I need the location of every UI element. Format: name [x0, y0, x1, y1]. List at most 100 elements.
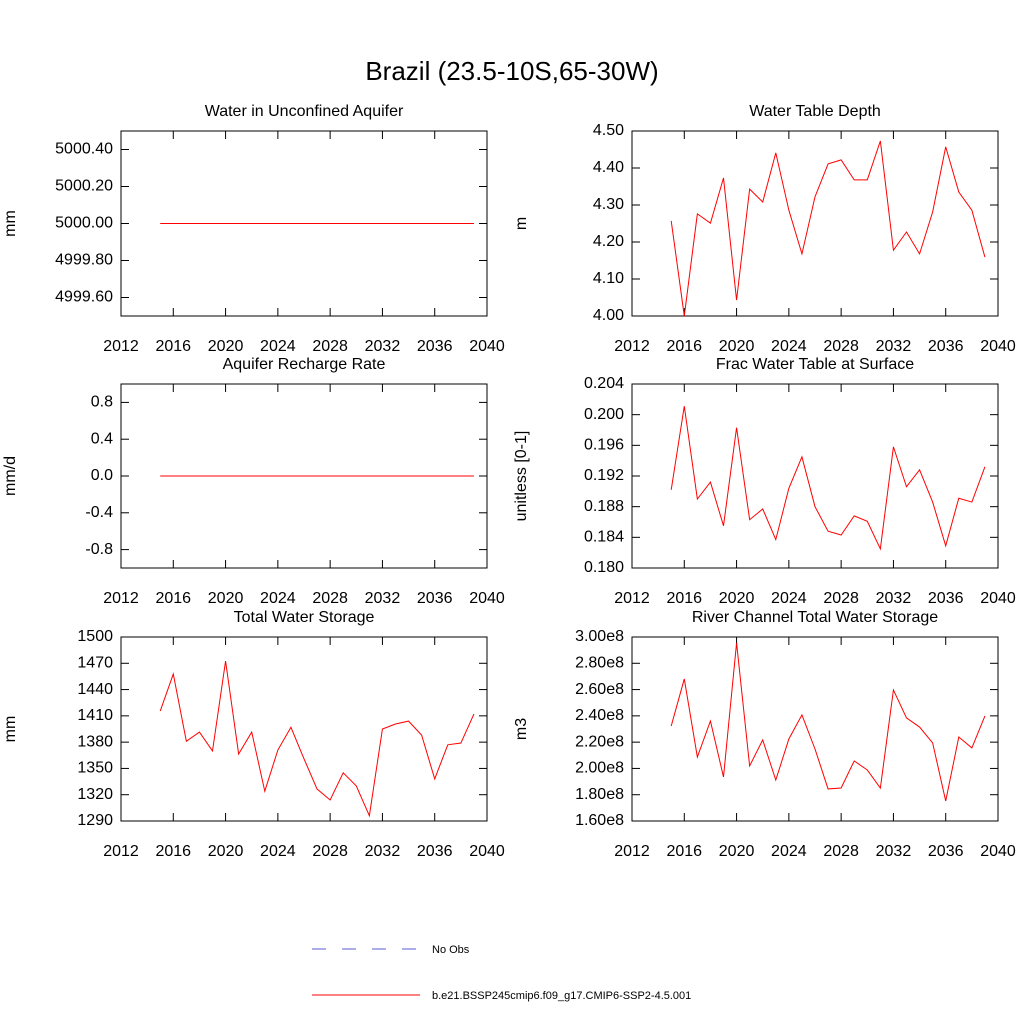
y-tick-label: 5000.20: [55, 178, 113, 195]
x-tick-label: 2020: [208, 843, 244, 860]
x-tick-label: 2032: [876, 338, 912, 355]
x-tick-label: 2024: [771, 590, 807, 607]
x-tick-label: 2012: [103, 843, 139, 860]
x-tick-label: 2012: [614, 843, 650, 860]
x-tick-label: 2032: [365, 590, 401, 607]
x-tick-label: 2040: [469, 590, 505, 607]
x-tick-label: 2032: [365, 338, 401, 355]
x-tick-label: 2032: [876, 843, 912, 860]
y-tick-label: 0.196: [584, 437, 624, 454]
legend-label: b.e21.BSSP245cmip6.f09_g17.CMIP6-SSP2-4.…: [432, 990, 691, 1002]
y-tick-label: 0.4: [91, 430, 113, 447]
y-tick-label: 2.40e8: [575, 707, 624, 724]
x-tick-label: 2020: [719, 590, 755, 607]
y-axis-label: m3: [513, 718, 530, 740]
x-tick-label: 2028: [312, 590, 348, 607]
y-tick-label: -0.8: [85, 541, 113, 558]
x-tick-label: 2020: [719, 843, 755, 860]
y-tick-label: 4999.80: [55, 252, 113, 269]
y-tick-label: 1350: [77, 760, 113, 777]
y-tick-label: 1440: [77, 681, 113, 698]
x-tick-label: 2028: [312, 843, 348, 860]
x-tick-label: 2028: [823, 338, 859, 355]
y-tick-label: 1320: [77, 786, 113, 803]
x-tick-label: 2036: [928, 843, 964, 860]
data-line: [670, 406, 986, 551]
y-tick-label: 0.184: [584, 529, 624, 546]
y-tick-label: 4.20: [593, 233, 624, 250]
chart-title: Water Table Depth: [749, 103, 881, 120]
y-tick-label: 2.20e8: [575, 733, 624, 750]
plot-frame: [631, 636, 999, 822]
y-tick-label: 4.30: [593, 196, 624, 213]
y-tick-label: 0.8: [91, 394, 113, 411]
chart-title: Aquifer Recharge Rate: [223, 356, 386, 373]
x-tick-label: 2036: [417, 590, 453, 607]
y-axis-label: mm: [2, 210, 19, 237]
y-axis-label: unitless [0-1]: [513, 431, 530, 522]
y-tick-label: 1380: [77, 733, 113, 750]
x-tick-label: 2012: [614, 590, 650, 607]
x-tick-label: 2016: [666, 338, 702, 355]
x-tick-label: 2016: [155, 338, 191, 355]
x-tick-label: 2028: [312, 338, 348, 355]
x-tick-label: 2032: [876, 590, 912, 607]
y-tick-label: 2.60e8: [575, 681, 624, 698]
y-tick-label: 1470: [77, 655, 113, 672]
y-tick-label: 5000.40: [55, 141, 113, 158]
y-axis-label: m: [513, 217, 530, 230]
x-tick-label: 2016: [666, 590, 702, 607]
x-tick-label: 2040: [980, 843, 1016, 860]
x-tick-label: 2040: [980, 590, 1016, 607]
chart-title: River Channel Total Water Storage: [692, 609, 938, 626]
figure-title: Brazil (23.5-10S,65-30W): [365, 56, 658, 86]
x-tick-label: 2020: [208, 338, 244, 355]
y-tick-label: 0.188: [584, 498, 624, 515]
y-tick-label: 5000.00: [55, 215, 113, 232]
x-tick-label: 2040: [980, 338, 1016, 355]
y-tick-label: 4999.60: [55, 289, 113, 306]
x-tick-label: 2024: [260, 843, 296, 860]
x-tick-label: 2016: [155, 843, 191, 860]
y-tick-label: -0.4: [85, 504, 113, 521]
chart-title: Water in Unconfined Aquifer: [205, 103, 404, 120]
x-tick-label: 2036: [417, 843, 453, 860]
x-tick-label: 2012: [103, 338, 139, 355]
y-axis-label: mm/d: [2, 456, 19, 496]
chart-title: Total Water Storage: [234, 609, 375, 626]
legend-label: No Obs: [432, 944, 470, 956]
x-tick-label: 2032: [365, 843, 401, 860]
x-tick-label: 2036: [928, 590, 964, 607]
x-tick-label: 2020: [719, 338, 755, 355]
y-tick-label: 1500: [77, 628, 113, 645]
y-tick-label: 0.192: [584, 467, 624, 484]
y-axis-label: mm: [2, 716, 19, 743]
y-tick-label: 3.00e8: [575, 628, 624, 645]
y-tick-label: 2.80e8: [575, 655, 624, 672]
y-tick-label: 4.40: [593, 159, 624, 176]
y-tick-label: 2.00e8: [575, 760, 624, 777]
x-tick-label: 2040: [469, 843, 505, 860]
y-tick-label: 4.10: [593, 270, 624, 287]
x-tick-label: 2028: [823, 590, 859, 607]
plot-frame: [631, 383, 999, 569]
x-tick-label: 2040: [469, 338, 505, 355]
x-tick-label: 2036: [417, 338, 453, 355]
data-line: [670, 140, 986, 317]
y-tick-label: 0.200: [584, 406, 624, 423]
x-tick-label: 2028: [823, 843, 859, 860]
x-tick-label: 2024: [260, 590, 296, 607]
data-line: [159, 660, 475, 818]
y-tick-label: 4.00: [593, 307, 624, 324]
x-tick-label: 2024: [771, 843, 807, 860]
x-tick-label: 2020: [208, 590, 244, 607]
x-tick-label: 2024: [260, 338, 296, 355]
plot-frame: [120, 636, 488, 822]
y-tick-label: 0.0: [91, 467, 113, 484]
y-tick-label: 1290: [77, 812, 113, 829]
y-tick-label: 0.180: [584, 559, 624, 576]
data-line: [670, 642, 986, 802]
y-tick-label: 1.80e8: [575, 786, 624, 803]
x-tick-label: 2012: [103, 590, 139, 607]
